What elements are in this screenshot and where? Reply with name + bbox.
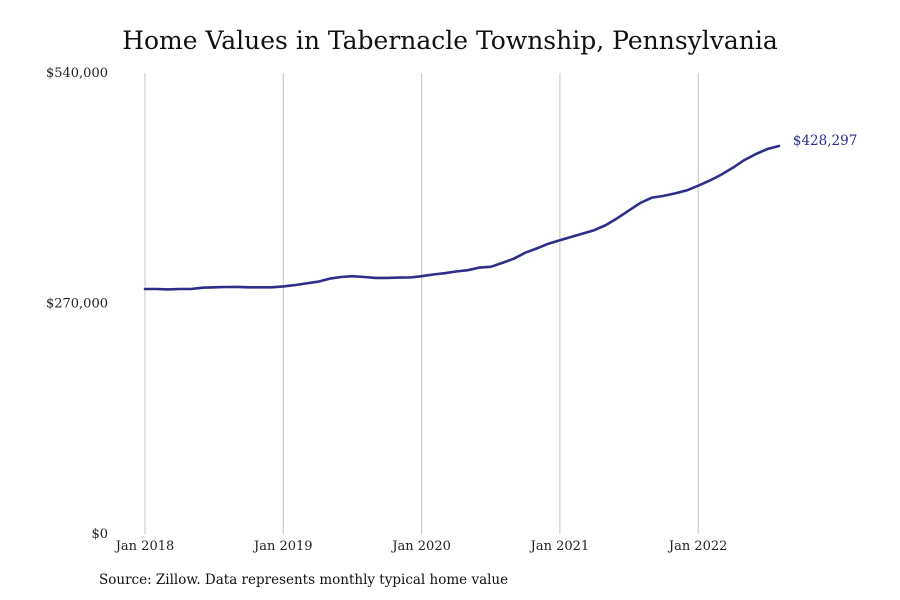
gridlines — [144, 73, 699, 534]
x-tick-label: Jan 2018 — [114, 539, 175, 554]
x-tick-label: Jan 2021 — [529, 539, 590, 554]
chart-title: Home Values in Tabernacle Township, Penn… — [122, 26, 778, 55]
source-note: Source: Zillow. Data represents monthly … — [99, 572, 509, 588]
y-tick-label: $540,000 — [46, 66, 108, 81]
x-tick-label: Jan 2022 — [667, 539, 728, 554]
x-tick-label: Jan 2020 — [390, 539, 451, 554]
end-value-label: $428,297 — [793, 133, 857, 149]
y-tick-label: $270,000 — [46, 297, 108, 312]
series-line — [143, 144, 781, 291]
x-axis: Jan 2018 Jan 2019 Jan 2020 Jan 2021 Jan 2022 — [114, 539, 728, 554]
y-axis: $0 $270,000 $540,000 — [46, 66, 108, 542]
y-tick-label: $0 — [91, 527, 108, 542]
x-tick-label: Jan 2019 — [252, 539, 313, 554]
series: $428,297 — [143, 133, 857, 291]
